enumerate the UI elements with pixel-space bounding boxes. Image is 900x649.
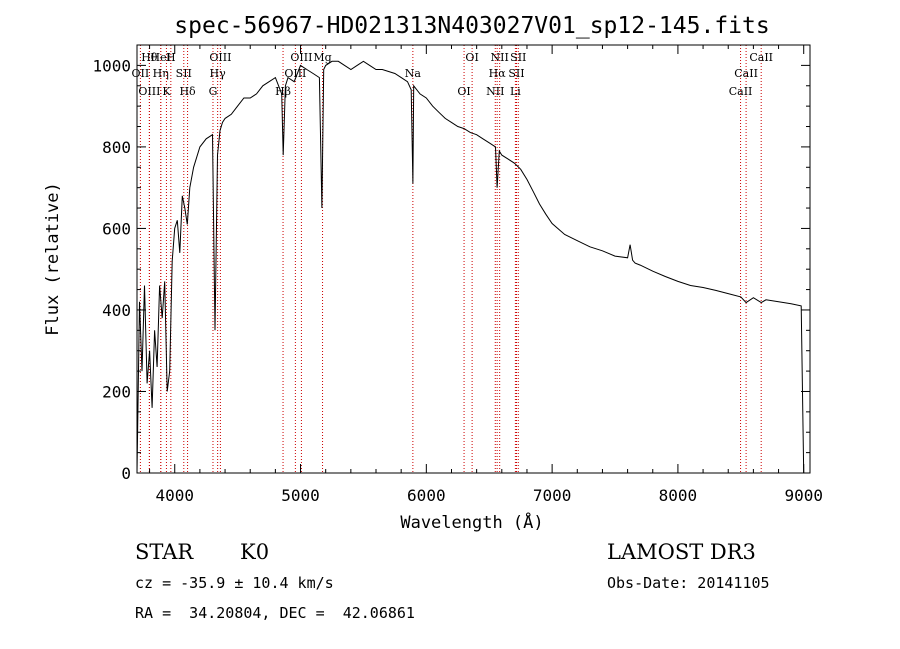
x-tick-label: 6000	[407, 486, 446, 505]
spectral-line-label: SII	[176, 67, 192, 80]
x-tick-label: 9000	[784, 486, 823, 505]
spectral-line-label: NII	[491, 51, 509, 64]
chart-title: spec-56967-HD021313N403027V01_sp12-145.f…	[174, 13, 769, 39]
spectral-line-label: Hα	[489, 67, 507, 80]
spectral-line-label: CaII	[734, 67, 758, 80]
spectral-line-label: G	[209, 85, 218, 98]
spectral-line-label: Hγ	[210, 67, 227, 80]
spectral-line-label: OII	[132, 67, 150, 80]
spectral-line-label: OI	[465, 51, 478, 64]
spectral-line-label: NII	[486, 85, 504, 98]
x-tick-label: 5000	[281, 486, 320, 505]
redshift-cz: cz = -35.9 ± 10.4 km/s	[135, 574, 334, 592]
spectral-line-label: Hθ	[141, 51, 158, 64]
spectral-line-label: SII	[508, 67, 524, 80]
x-tick-label: 7000	[533, 486, 572, 505]
spectral-line-label: OIII	[284, 67, 306, 80]
spectral-line-label: OIII	[290, 51, 312, 64]
spectrum-series-line	[136, 60, 805, 474]
spectral-line-labels: HθOIIOIIIHeIHηKHSIIHδOIIIHγGOIIIOIIIHβMg…	[132, 51, 773, 98]
spectral-line-label: Hβ	[275, 85, 291, 98]
x-tick-label: 4000	[155, 486, 194, 505]
spectral-line-label: SII	[510, 51, 526, 64]
y-tick-label: 200	[102, 382, 131, 401]
spectral-line-label: OIII	[138, 85, 160, 98]
spectral-line-label: Hη	[153, 67, 169, 80]
y-tick-label: 0	[121, 464, 131, 483]
spectral-line-label: Mg	[313, 51, 331, 64]
spectral-line-label: OIII	[209, 51, 231, 64]
spectral-line-label: OI	[457, 85, 470, 98]
spectral-line-label: CaII	[729, 85, 753, 98]
spectral-line-label: H	[166, 51, 176, 64]
spectral-line-label: HeI	[151, 51, 171, 64]
spectral-line-label: K	[162, 85, 171, 98]
y-axis-ticks: 0 200 400 600 800 1000	[92, 56, 810, 483]
y-tick-label: 1000	[92, 56, 131, 75]
survey-name: LAMOST DR3	[607, 540, 756, 564]
x-axis-ticks: 4000 5000 6000 7000 8000 9000	[149, 45, 823, 505]
y-tick-label: 400	[102, 301, 131, 320]
spectral-line-label: Na	[405, 67, 422, 80]
y-tick-label: 800	[102, 138, 131, 157]
plot-frame	[136, 44, 811, 474]
coordinates: RA = 34.20804, DEC = 42.06861	[135, 604, 415, 622]
object-type: STAR	[135, 540, 194, 564]
spectral-line-label: Li	[510, 85, 521, 98]
y-tick-label: 600	[102, 219, 131, 238]
object-subclass: K0	[240, 540, 270, 564]
observation-date: Obs-Date: 20141105	[607, 574, 770, 592]
y-axis-label: Flux (relative)	[43, 182, 63, 336]
spectral-line-markers	[139, 45, 762, 473]
spectral-line-label: CaII	[749, 51, 773, 64]
x-tick-label: 8000	[659, 486, 698, 505]
x-axis-label: Wavelength (Å)	[400, 511, 543, 533]
spectral-line-label: Hδ	[179, 85, 196, 98]
